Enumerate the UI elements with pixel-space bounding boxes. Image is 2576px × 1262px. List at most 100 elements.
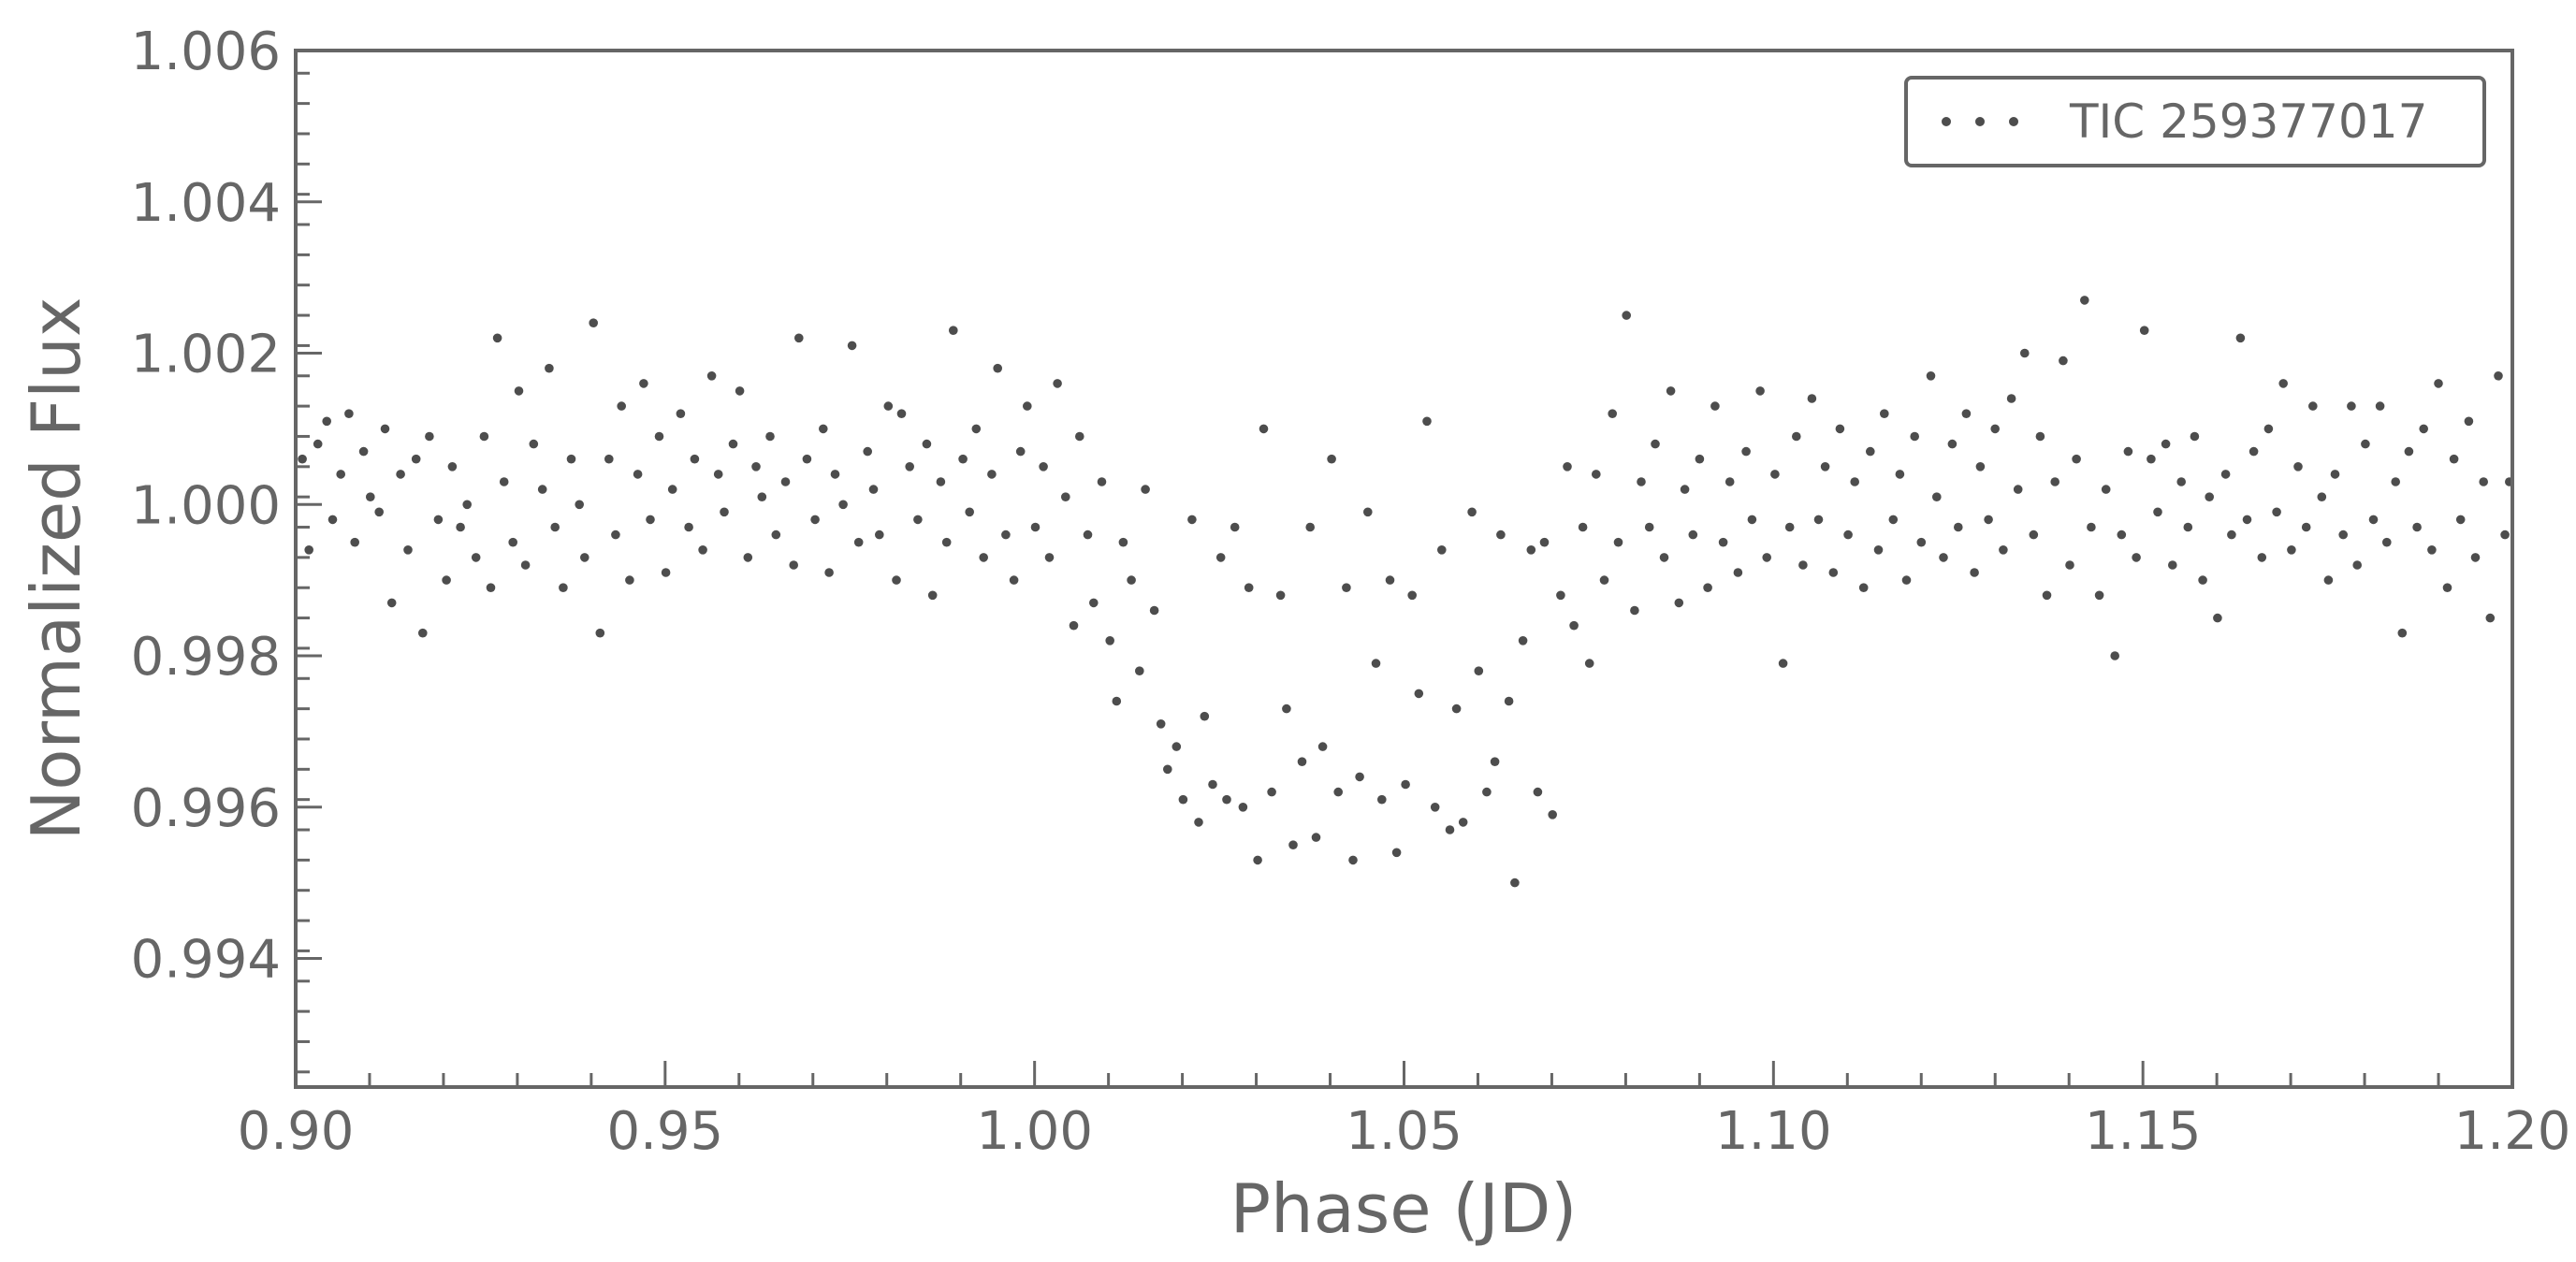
- data-point: [442, 575, 451, 585]
- data-point: [1926, 371, 1936, 381]
- data-point: [2050, 477, 2059, 486]
- data-point: [1895, 470, 1905, 479]
- data-point: [1932, 492, 1942, 501]
- data-point: [2006, 394, 2016, 403]
- data-point: [2087, 522, 2096, 532]
- y-tick-label: 1.000: [131, 475, 281, 536]
- data-point: [2059, 355, 2068, 366]
- data-point: [418, 628, 428, 638]
- x-tick-label: 1.20: [2454, 1101, 2571, 1162]
- data-point: [1695, 454, 1705, 464]
- data-point: [698, 545, 707, 555]
- data-point: [2249, 446, 2259, 457]
- data-point: [2147, 454, 2156, 464]
- data-point: [1637, 477, 1646, 486]
- data-point: [1200, 711, 1210, 721]
- data-point: [537, 485, 547, 494]
- data-point: [374, 507, 385, 517]
- data-point: [713, 470, 723, 479]
- data-point: [1510, 878, 1520, 888]
- data-point: [447, 462, 458, 471]
- data-point: [1961, 409, 1972, 419]
- data-point: [1835, 424, 1845, 434]
- data-point: [2257, 553, 2267, 562]
- data-point: [2323, 575, 2334, 585]
- data-point: [794, 333, 804, 343]
- data-point: [1414, 689, 1424, 699]
- data-point: [2404, 446, 2414, 457]
- data-point: [1970, 568, 1979, 577]
- data-point: [1548, 810, 1557, 820]
- data-point: [313, 439, 323, 449]
- data-point: [1105, 636, 1114, 646]
- data-point: [1910, 431, 1919, 442]
- x-tick-labels: 0.90 0.95 1.00 1.05 1.10 1.15 1.20: [238, 1101, 2571, 1162]
- data-point: [789, 560, 798, 570]
- data-point: [1430, 803, 1440, 812]
- data-point: [1482, 787, 1492, 797]
- legend-marker-dot: [1942, 117, 1951, 126]
- data-point: [1075, 431, 1084, 442]
- data-point: [1880, 409, 1889, 419]
- data-point: [1371, 659, 1381, 668]
- data-point: [1141, 485, 1150, 494]
- data-point: [863, 446, 872, 457]
- data-point: [1445, 825, 1455, 834]
- data-point: [1407, 590, 1417, 601]
- data-point: [1843, 529, 1853, 540]
- data-point: [508, 537, 517, 547]
- data-point: [1858, 583, 1869, 592]
- data-point: [2263, 424, 2274, 434]
- data-point: [545, 363, 554, 373]
- data-point: [824, 568, 834, 577]
- x-tick-label: 0.95: [606, 1101, 723, 1162]
- data-point: [2272, 507, 2281, 517]
- data-point: [1253, 855, 1262, 865]
- data-point: [492, 333, 502, 343]
- data-point: [499, 477, 509, 486]
- data-point: [1741, 446, 1751, 457]
- data-point: [2139, 326, 2149, 336]
- x-tick-label: 1.15: [2085, 1101, 2202, 1162]
- data-point: [892, 575, 901, 585]
- data-point: [979, 553, 988, 562]
- data-point: [2347, 401, 2356, 411]
- data-point: [2168, 560, 2177, 570]
- data-point: [1718, 537, 1728, 547]
- data-point: [1039, 462, 1048, 471]
- data-point: [1149, 605, 1159, 616]
- data-point: [1317, 742, 1328, 751]
- data-point: [1873, 545, 1884, 555]
- data-point: [1230, 522, 1240, 532]
- data-point: [433, 515, 444, 525]
- data-point: [336, 470, 346, 479]
- data-point: [1674, 598, 1684, 608]
- data-point: [1599, 575, 1609, 585]
- data-point: [2301, 522, 2311, 532]
- data-point: [1288, 840, 1298, 849]
- y-tick-label: 1.004: [131, 173, 281, 234]
- data-point: [566, 454, 576, 464]
- data-point: [298, 454, 307, 464]
- y-tick-label: 1.006: [131, 22, 281, 82]
- data-point: [2427, 545, 2437, 555]
- data-point: [2183, 522, 2193, 532]
- data-point: [949, 326, 958, 336]
- data-point: [2449, 454, 2459, 464]
- data-point: [2308, 401, 2318, 411]
- data-point: [1015, 446, 1026, 457]
- data-point: [743, 553, 753, 562]
- data-point: [676, 409, 686, 419]
- data-point: [1762, 553, 1771, 562]
- data-point: [1385, 575, 1395, 585]
- data-point: [1222, 794, 1231, 805]
- data-point: [847, 341, 857, 351]
- data-point: [2132, 553, 2141, 562]
- data-point: [2278, 379, 2288, 388]
- data-point: [380, 424, 390, 434]
- data-point: [2094, 590, 2104, 601]
- data-point: [396, 470, 405, 479]
- data-point: [1009, 575, 1019, 585]
- data-point: [1069, 620, 1079, 631]
- data-point: [2220, 470, 2231, 479]
